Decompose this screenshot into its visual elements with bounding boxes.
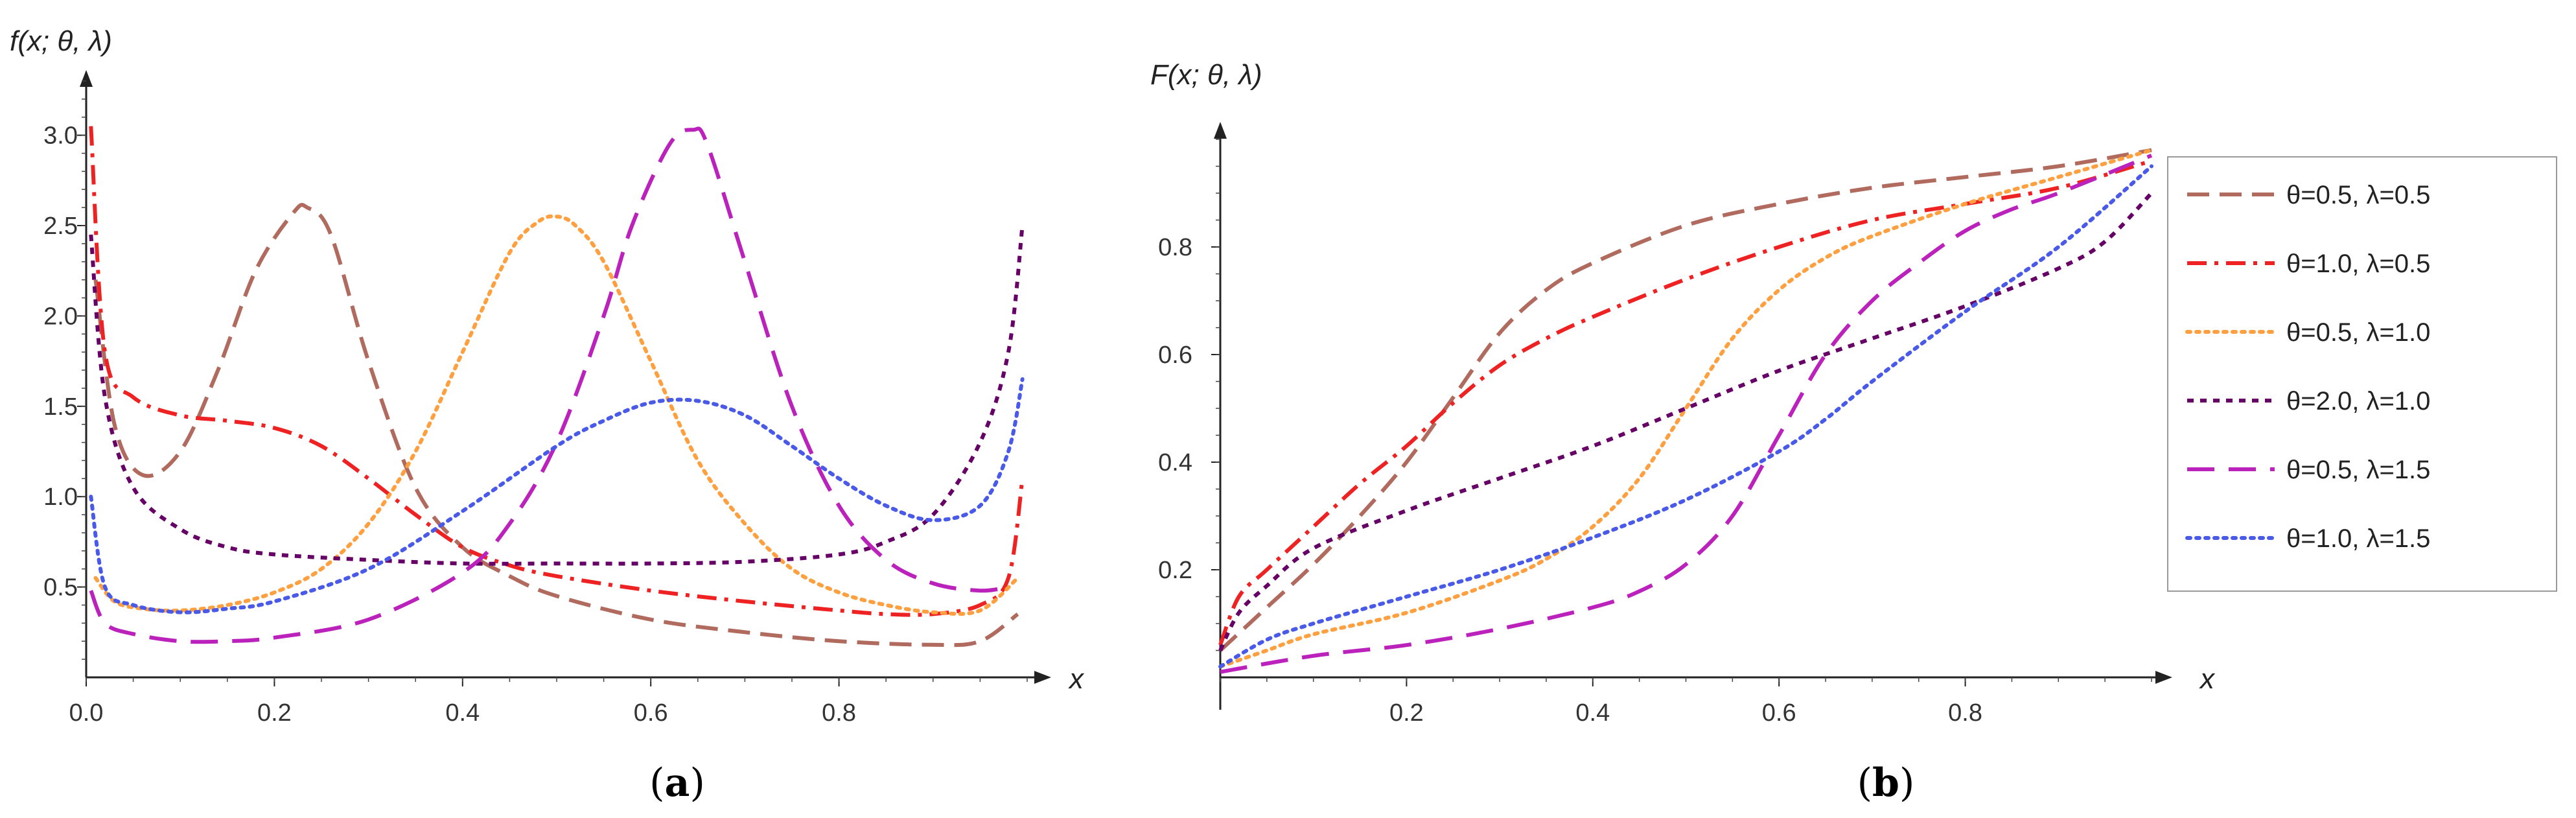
legend-entry-label: θ=1.0, λ=1.5	[2286, 524, 2430, 553]
y-tick-label: 0.4	[1158, 449, 1192, 476]
y-tick-label: 0.5	[43, 574, 78, 602]
panel-a-chart: f(x; θ, λ) x 0.0 0.2 0.4 0.6 0.8 0.5 1.0 1.5 2.0 2.…	[10, 25, 1085, 727]
x-tick-label: 0.2	[257, 699, 292, 727]
y-axis-title: f(x; θ, λ)	[10, 25, 112, 57]
panel-b-label: (b)	[1857, 760, 1915, 806]
series-line-a-5	[89, 126, 1009, 644]
series-line-b-4	[1218, 191, 2153, 651]
x-tick-label: 0.8	[1948, 699, 1982, 727]
y-tick-label: 1.0	[43, 484, 78, 511]
series-line-a-1	[93, 203, 1019, 648]
x-tick-label: 0.2	[1389, 699, 1424, 727]
series-line-a-3	[93, 214, 1020, 616]
series-line-a-6	[89, 377, 1025, 614]
legend-entry-label: θ=2.0, λ=1.0	[2286, 387, 2430, 415]
y-tick-label: 0.6	[1158, 342, 1192, 369]
x-tick-label: 0.0	[69, 699, 104, 727]
x-axis-title: x	[1068, 663, 1085, 695]
x-axis-arrow	[2155, 671, 2172, 684]
legend-box	[2167, 156, 2557, 592]
y-axis-arrow	[1214, 122, 1227, 139]
y-tick-label: 1.5	[43, 393, 78, 421]
series-line-b-5	[1220, 154, 2153, 674]
x-tick-label: 0.6	[1762, 699, 1796, 727]
y-axis-title: F(x; θ, λ)	[1150, 59, 1262, 91]
x-tick-label: 0.4	[445, 699, 480, 727]
y-tick-label: 2.5	[43, 213, 78, 240]
legend-entry-label: θ=1.0, λ=0.5	[2286, 250, 2430, 278]
series-line-b-6	[1218, 164, 2153, 669]
panel-b-chart: F(x; θ, λ) x 0.2 0.4 0.6 0.8 0.2 0.4 0.6 0.8	[1150, 59, 2216, 727]
series-line-b-2	[1218, 159, 2152, 646]
x-tick-label: 0.6	[634, 699, 668, 727]
panel-a-label: (a)	[649, 760, 705, 806]
series-line-b-3	[1218, 148, 2153, 669]
x-axis-title: x	[2199, 663, 2216, 695]
y-tick-label: 0.2	[1158, 557, 1192, 584]
y-axis-arrow	[80, 70, 93, 87]
x-tick-label: 0.8	[822, 699, 856, 727]
legend-entry-label: θ=0.5, λ=0.5	[2286, 181, 2430, 209]
y-tick-label: 0.8	[1158, 234, 1192, 261]
y-tick-label: 3.0	[43, 123, 78, 150]
x-axis-arrow	[1034, 671, 1051, 684]
series-line-a-4	[89, 225, 1025, 566]
legend-entry-label: θ=0.5, λ=1.5	[2286, 456, 2430, 484]
x-tick-label: 0.4	[1575, 699, 1610, 727]
legend-entry-label: θ=0.5, λ=1.0	[2286, 318, 2430, 347]
series-line-b-1	[1218, 148, 2152, 652]
legend: θ=0.5, λ=0.5 θ=1.0, λ=0.5 θ=0.5, λ=1.0 θ=2.…	[2167, 156, 2557, 592]
series-line-a-2	[89, 126, 1025, 617]
y-tick-label: 2.0	[43, 303, 78, 330]
